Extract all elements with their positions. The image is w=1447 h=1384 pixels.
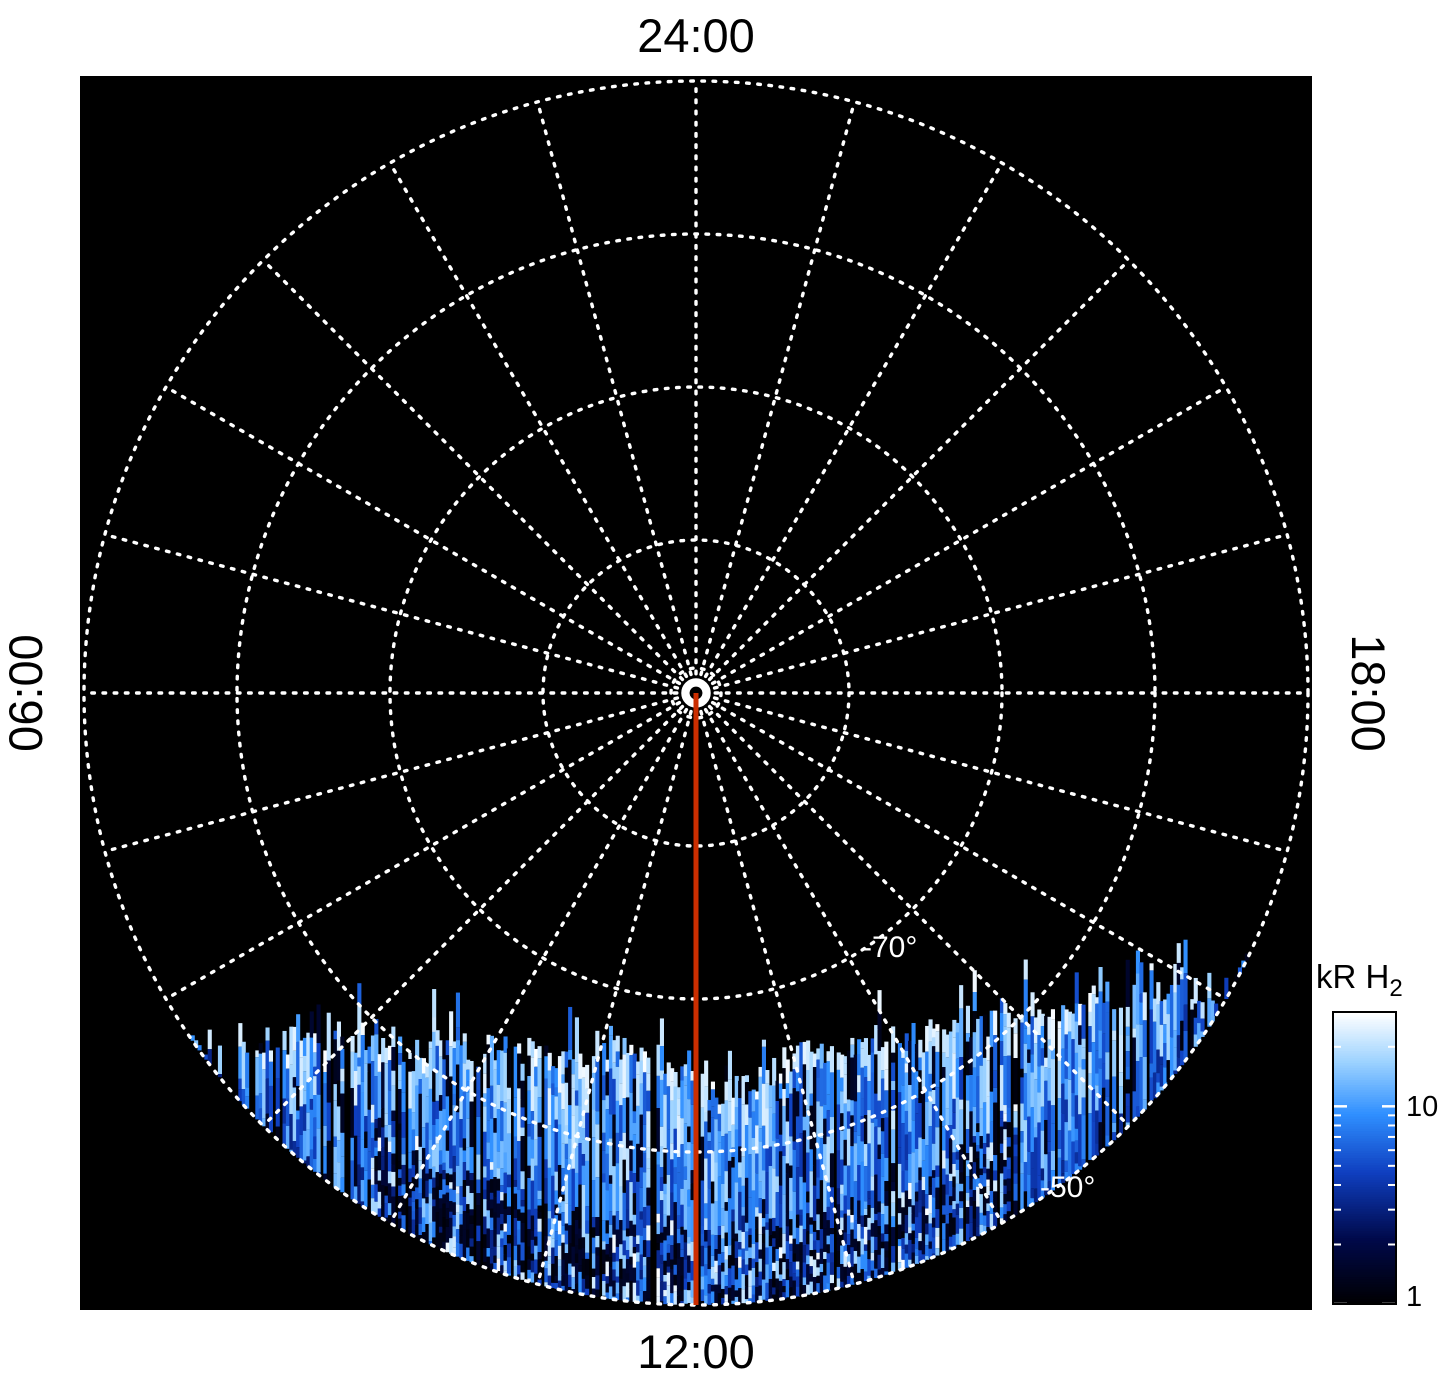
polar-grid — [82, 79, 1310, 1307]
colorbar-render-root — [1333, 1012, 1396, 1306]
colorbar: kR H2 10 1 — [1316, 958, 1438, 1313]
time-label-midnight: 24:00 — [637, 9, 755, 62]
colorbar-title: kR H2 — [1316, 958, 1403, 1002]
chart-render-root — [82, 79, 1310, 1307]
colorbar-gradient — [1333, 1012, 1396, 1305]
latitude-label-50: -50° — [1040, 1171, 1095, 1204]
time-label-dusk: 18:00 — [1342, 634, 1395, 752]
time-label-dawn: 06:00 — [0, 634, 52, 752]
colorbar-border — [1332, 1011, 1397, 1305]
colorbar-tick-10: 10 — [1406, 1091, 1438, 1123]
time-label-noon: 12:00 — [637, 1325, 755, 1378]
colorbar-tick-1: 1 — [1406, 1281, 1422, 1313]
emission-streaks — [190, 939, 1249, 1305]
latitude-label-70: -70° — [862, 931, 917, 964]
